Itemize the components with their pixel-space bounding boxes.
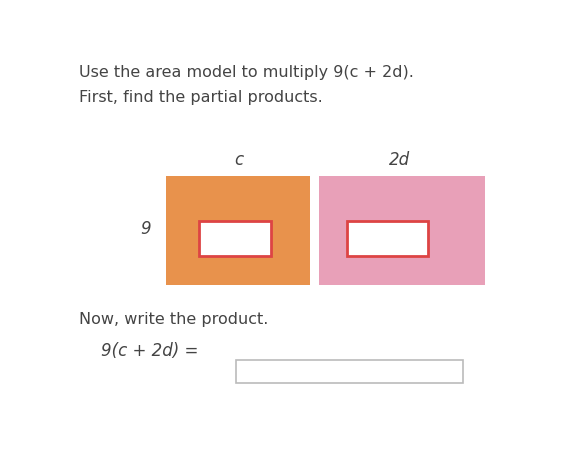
- Text: c: c: [234, 151, 243, 169]
- Bar: [199, 220, 271, 256]
- Text: Use the area model to multiply 9(c + 2d).: Use the area model to multiply 9(c + 2d)…: [79, 65, 414, 80]
- Bar: [167, 176, 310, 285]
- Text: Now, write the product.: Now, write the product.: [79, 312, 269, 327]
- Text: First, find the partial products.: First, find the partial products.: [79, 90, 323, 105]
- Bar: [347, 220, 428, 256]
- Text: 9(c + 2d) =: 9(c + 2d) =: [101, 342, 204, 360]
- Text: 2d: 2d: [389, 151, 410, 169]
- Bar: [319, 176, 485, 285]
- Text: 9: 9: [141, 220, 151, 239]
- Bar: [236, 360, 463, 384]
